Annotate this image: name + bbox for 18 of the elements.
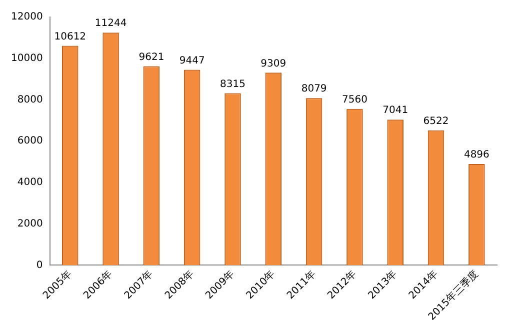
data-label: 9621 — [138, 52, 164, 63]
data-label: 10612 — [54, 31, 86, 42]
data-label: 8079 — [301, 84, 327, 95]
data-label: 9309 — [260, 58, 286, 70]
data-label: 7041 — [382, 105, 408, 116]
y-tick-label: 2000 — [17, 218, 43, 230]
y-tick-label: 4000 — [17, 177, 43, 188]
data-label: 4896 — [464, 150, 490, 161]
y-tick-label: 12000 — [11, 12, 43, 23]
data-label: 8315 — [220, 78, 246, 90]
y-tick-label: 6000 — [17, 136, 43, 147]
data-label: 11244 — [94, 18, 127, 30]
data-label: 9447 — [179, 55, 205, 66]
data-label: 6522 — [423, 116, 449, 127]
y-tick-label: 8000 — [17, 94, 43, 106]
y-tick-label: 0 — [36, 260, 43, 271]
data-label: 7560 — [342, 94, 368, 106]
y-tick-label: 10000 — [11, 52, 43, 64]
